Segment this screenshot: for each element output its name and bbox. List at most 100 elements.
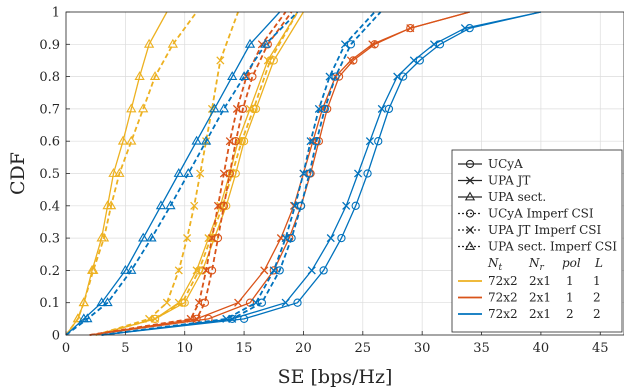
data-point <box>281 298 290 307</box>
legend-label: UPA sect. Imperf CSI <box>488 240 617 254</box>
legend-config-value: 2 <box>593 307 601 321</box>
data-point <box>196 169 205 178</box>
x-tick-label: 20 <box>295 341 312 356</box>
series-line <box>89 11 287 336</box>
data-point <box>150 314 160 323</box>
data-point <box>248 72 257 81</box>
data-point <box>275 266 284 275</box>
legend-marker <box>464 191 476 201</box>
data-point <box>218 103 230 113</box>
legend-config-value: 2 <box>593 291 601 305</box>
legend-config-value: 2x1 <box>529 291 551 305</box>
data-point <box>363 169 372 178</box>
series-upa-jt-imperf-csi-config-3 <box>101 11 376 336</box>
data-point <box>194 298 204 307</box>
data-point <box>238 71 250 81</box>
data-point <box>406 24 415 33</box>
series-ucya-config-2 <box>89 11 470 336</box>
y-axis-label: CDF <box>7 152 29 195</box>
data-point <box>406 23 415 33</box>
data-point <box>232 104 242 113</box>
data-point <box>146 232 157 242</box>
data-point <box>117 135 129 145</box>
data-point <box>320 104 329 114</box>
data-point <box>149 71 161 81</box>
data-point <box>190 201 199 210</box>
legend-config-value: 2x1 <box>529 307 551 321</box>
data-point <box>460 24 469 33</box>
data-point <box>346 56 355 65</box>
series-upa-jt-imperf-csi-config-1 <box>95 11 239 336</box>
data-point <box>269 266 278 275</box>
y-tick-label: 0.5 <box>39 167 60 182</box>
data-point <box>346 40 356 49</box>
legend-marker <box>465 209 475 218</box>
data-point <box>393 72 402 81</box>
legend-config-value: 1 <box>566 274 574 288</box>
data-point <box>291 201 300 210</box>
data-point <box>134 71 145 81</box>
data-point <box>138 103 149 113</box>
data-point <box>191 135 202 145</box>
data-point <box>314 104 323 113</box>
x-tick-label: 35 <box>473 341 490 356</box>
data-point <box>260 266 269 275</box>
legend-config-value: 1 <box>566 291 574 305</box>
data-point <box>409 56 418 65</box>
y-tick-label: 0.4 <box>39 199 60 214</box>
data-point <box>200 135 212 145</box>
data-point <box>374 137 383 146</box>
data-point <box>257 298 267 307</box>
series-upa-jt-imperf-csi-config-2 <box>89 11 287 336</box>
y-tick-label: 1 <box>52 6 60 21</box>
data-point <box>162 298 171 307</box>
data-point <box>244 38 256 48</box>
x-tick-label: 30 <box>414 341 431 356</box>
legend-label: UCyA Imperf CSI <box>488 207 594 221</box>
data-point <box>251 104 261 114</box>
data-point <box>202 266 211 275</box>
data-point <box>143 38 155 48</box>
series-ucya-imperf-csi-config-3 <box>101 11 382 336</box>
y-tick-label: 0.2 <box>39 264 60 279</box>
data-point <box>260 38 271 48</box>
data-point <box>239 137 249 146</box>
data-point <box>173 167 184 177</box>
series-line <box>101 11 376 336</box>
data-point <box>377 104 386 113</box>
data-point <box>351 201 360 210</box>
data-point <box>234 298 243 307</box>
axis-ticks: 0 5 10 15 20 25 30 35 40 45 0 0.1 0.2 0.3 0.4 0.5 0.6 0.7… <box>39 6 608 357</box>
data-point <box>238 104 248 114</box>
data-point <box>331 72 340 81</box>
data-point <box>281 234 290 243</box>
series-line <box>101 11 382 336</box>
data-point <box>183 167 194 177</box>
data-point <box>266 56 275 65</box>
data-point <box>306 137 315 146</box>
data-point <box>186 314 195 323</box>
data-point <box>219 169 228 178</box>
data-point <box>105 200 117 210</box>
data-point <box>305 169 314 178</box>
x-tick-label: 15 <box>236 341 253 356</box>
data-point <box>269 266 278 275</box>
legend: UCyA UPA JT UPA sect. UCyA Imperf CSI UPA JT… <box>451 149 623 333</box>
data-point <box>222 201 231 210</box>
series-upa-sect--config-3 <box>65 11 281 336</box>
data-point <box>88 264 99 274</box>
data-point <box>207 266 217 275</box>
legend-label: UCyA <box>488 157 523 171</box>
data-point <box>251 298 261 307</box>
data-point <box>228 169 237 178</box>
data-point <box>263 40 272 49</box>
series-lines <box>65 11 542 336</box>
legend-label: UPA JT <box>488 174 530 188</box>
data-point <box>219 201 229 210</box>
data-point <box>102 297 113 307</box>
data-point <box>337 233 346 243</box>
data-point <box>384 104 394 114</box>
data-point <box>114 167 125 177</box>
data-point <box>120 264 131 274</box>
